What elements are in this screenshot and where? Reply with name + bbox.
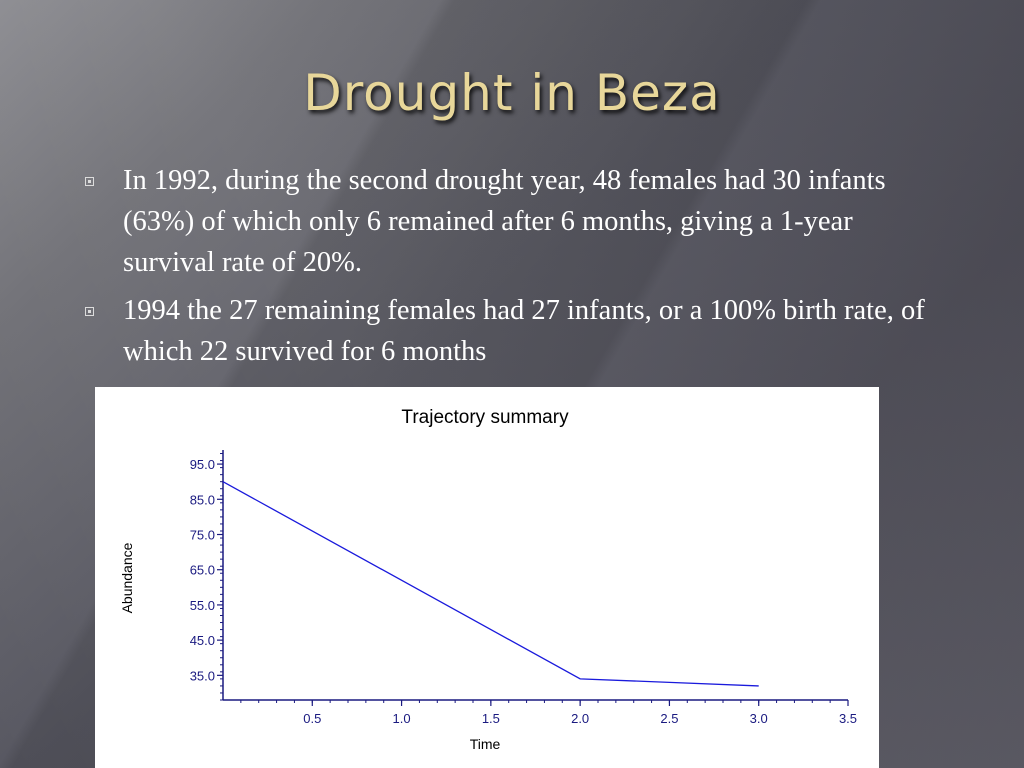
y-tick-label: 65.0 (190, 563, 215, 578)
y-tick-label: 35.0 (190, 668, 215, 683)
y-tick-label: 95.0 (190, 457, 215, 472)
x-tick-label: 2.0 (571, 711, 589, 726)
series-line (222, 481, 759, 687)
y-axis-label: Abundance (119, 542, 135, 613)
x-tick-label: 3.5 (839, 711, 857, 726)
x-tick-label: 1.0 (393, 711, 411, 726)
square-bullet-icon (85, 177, 94, 186)
bullet-item: 1994 the 27 remaining females had 27 inf… (85, 290, 945, 372)
bullet-list: In 1992, during the second drought year,… (85, 160, 945, 379)
chart-title: Trajectory summary (401, 407, 569, 428)
trajectory-chart: Trajectory summary 95.0 85.0 75.0 65.0 55.0 4… (119, 407, 857, 752)
y-tick-label: 85.0 (190, 492, 215, 507)
slide-title: Drought in Beza (303, 64, 721, 122)
square-bullet-icon (85, 307, 94, 316)
x-tick-label: 2.5 (660, 711, 678, 726)
chart-marks (222, 481, 759, 687)
chart-image: Trajectory summary 95.0 85.0 75.0 65.0 55.0 4… (95, 387, 879, 768)
bullet-text: 1994 the 27 remaining females had 27 inf… (123, 295, 925, 367)
x-tick-label: 0.5 (303, 711, 321, 726)
y-tick-label: 55.0 (190, 598, 215, 613)
x-tick-label: 1.5 (482, 711, 500, 726)
chart-axes: 95.0 85.0 75.0 65.0 55.0 45.0 35.0 0.5 1.0 1.5 2.0… (190, 450, 857, 726)
x-axis-label: Time (470, 736, 501, 752)
y-tick-label: 75.0 (190, 528, 215, 543)
bullet-item: In 1992, during the second drought year,… (85, 160, 945, 283)
x-tick-label: 3.0 (750, 711, 768, 726)
bullet-text: In 1992, during the second drought year,… (123, 165, 886, 278)
y-tick-label: 45.0 (190, 633, 215, 648)
